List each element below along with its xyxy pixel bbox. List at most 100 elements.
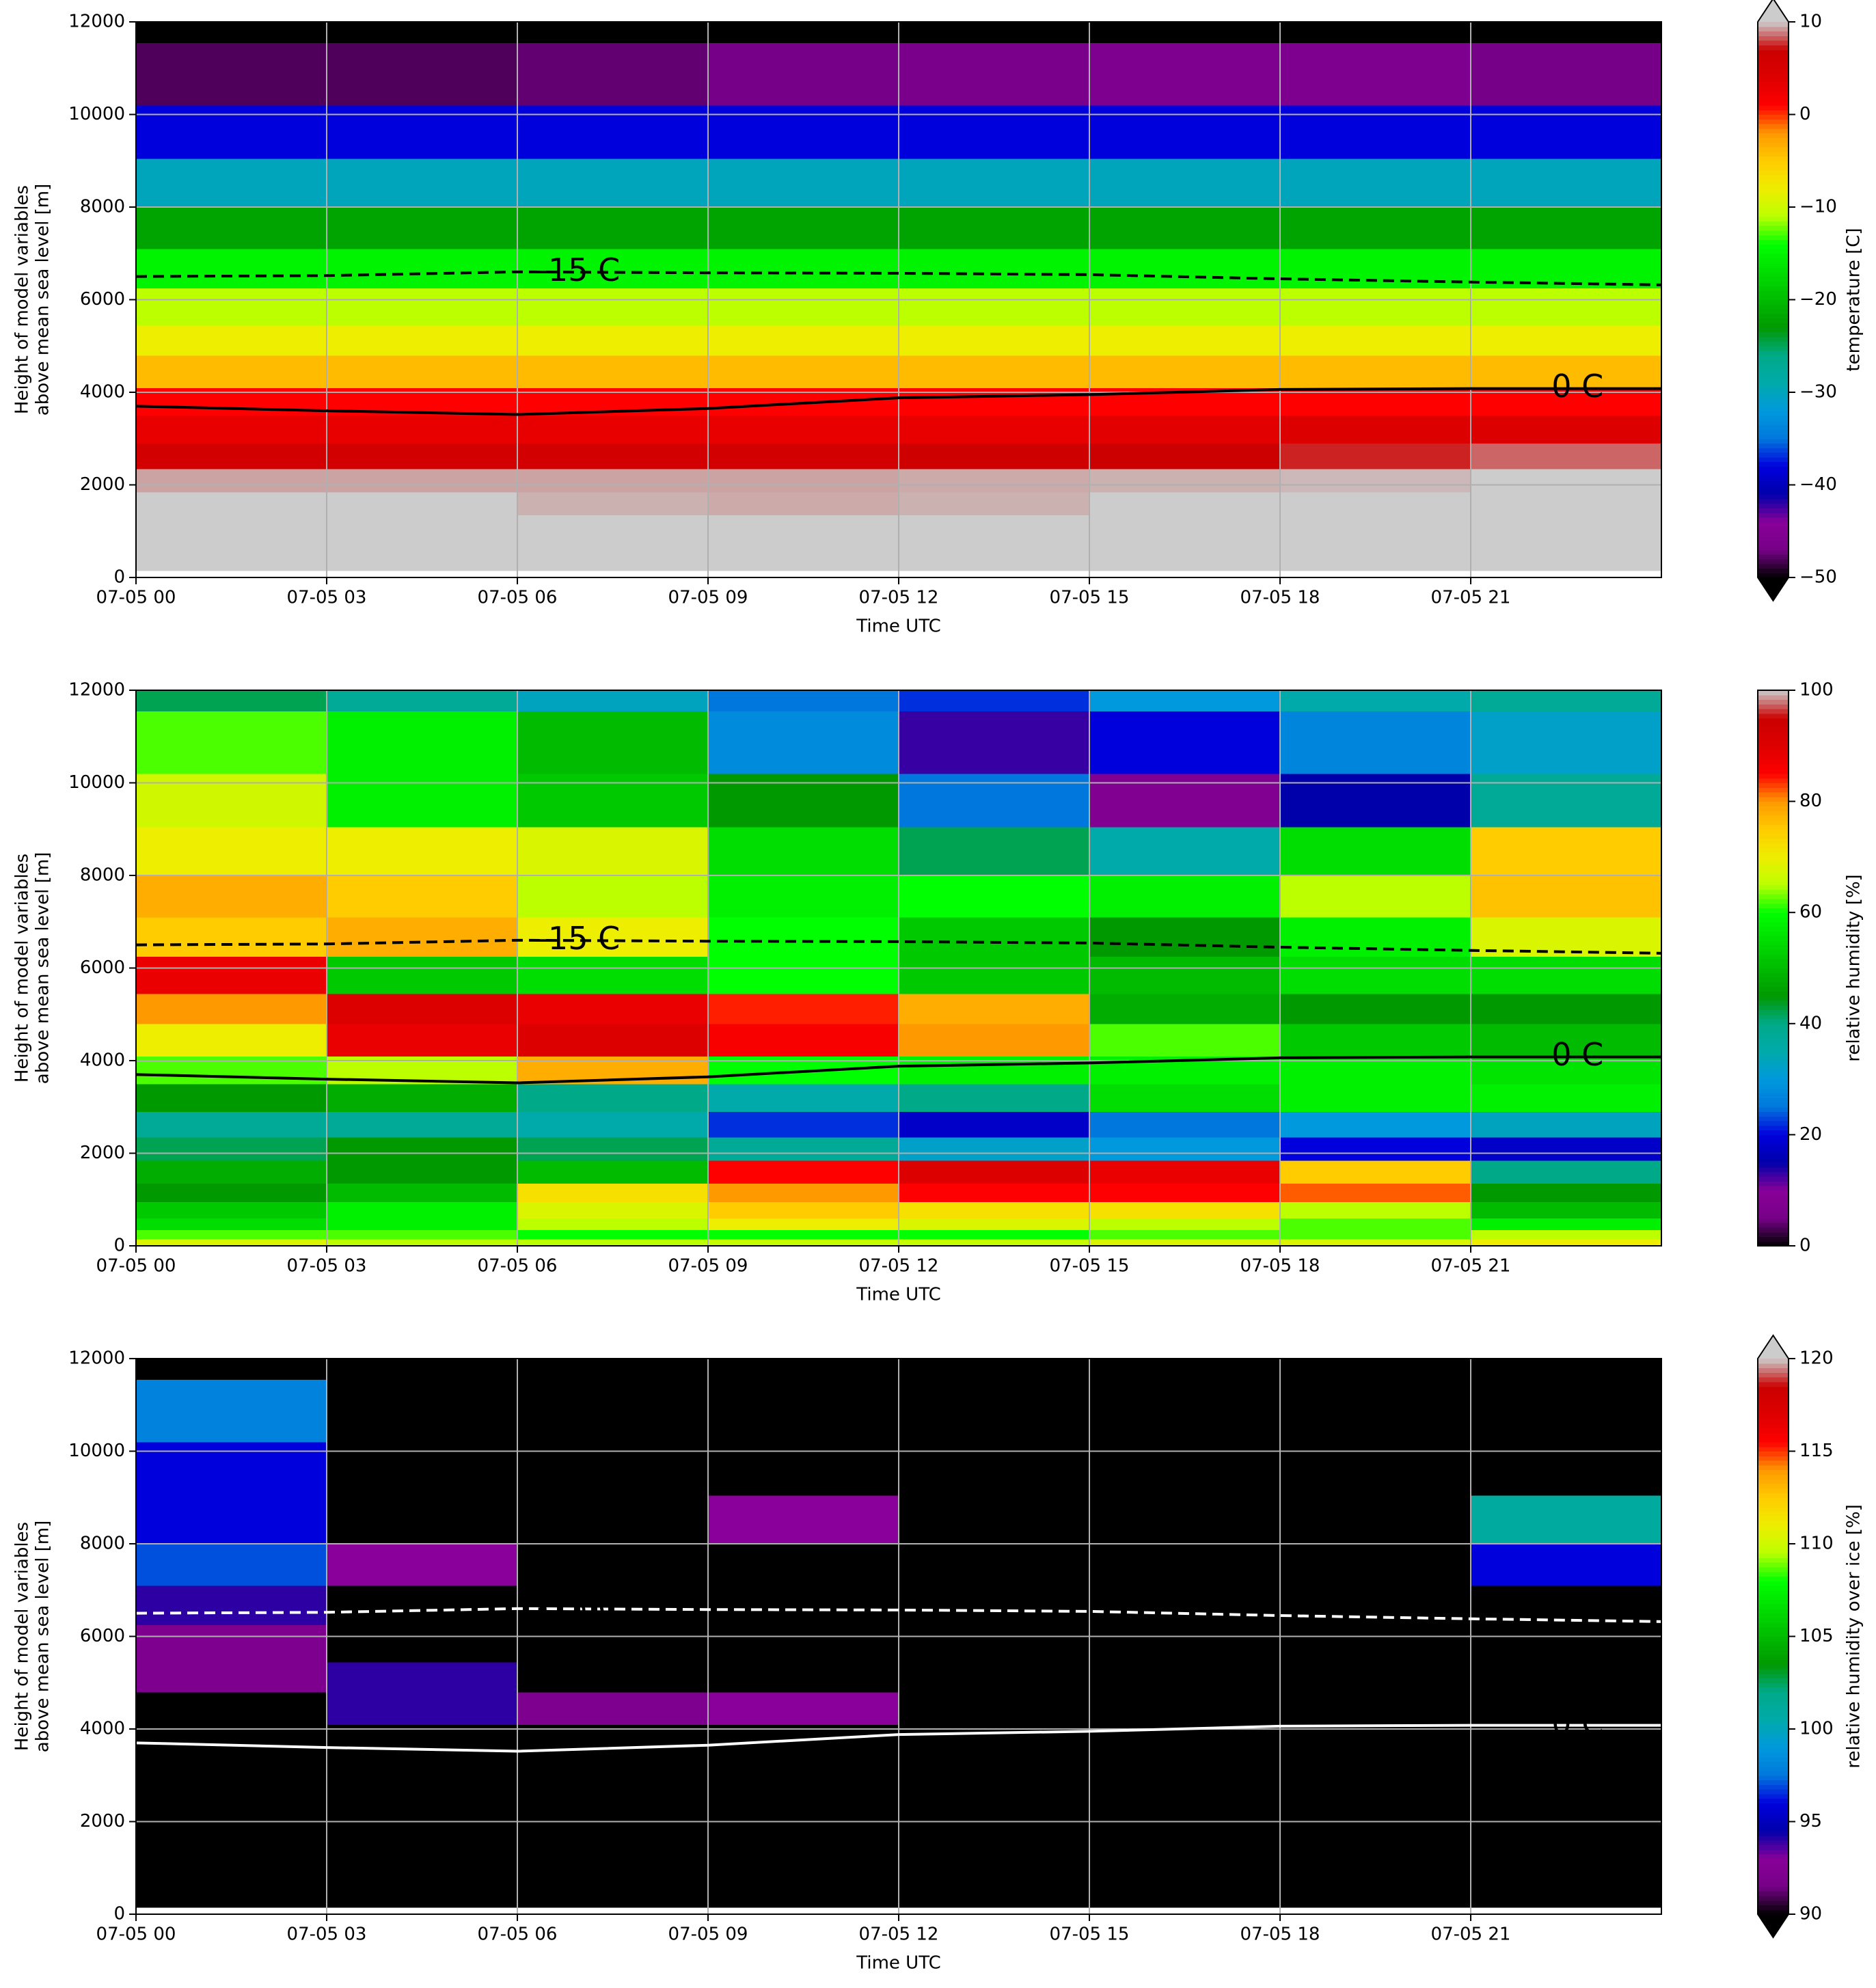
heatmap-cell <box>1280 515 1471 534</box>
heatmap-cell <box>327 1495 518 1544</box>
colorbar-step <box>1758 1724 1789 1730</box>
colorbar-step <box>1758 787 1789 793</box>
colorbar-step <box>1758 387 1789 393</box>
colorbar-step <box>1758 1581 1789 1586</box>
x-tick-label: 07-05 06 <box>478 1256 558 1277</box>
heatmap-cell <box>708 1544 899 1586</box>
heatmap-cell <box>136 1201 327 1218</box>
colorbar-step <box>1758 281 1789 286</box>
heatmap-cell <box>327 288 518 326</box>
colorbar-step <box>1758 234 1789 241</box>
heatmap-cell <box>1089 711 1281 774</box>
contour-line <box>135 1607 1662 1623</box>
colorbar-step <box>1758 921 1789 927</box>
heatmap-cell <box>327 22 518 44</box>
colorbar-step <box>1758 1506 1789 1512</box>
colorbar-step <box>1758 1474 1789 1480</box>
colorbar-step <box>1758 1125 1789 1131</box>
y-tick-label: 4000 <box>80 382 125 403</box>
colorbar-step <box>1758 1733 1789 1739</box>
colorbar-step <box>1758 411 1789 416</box>
heatmap-cell <box>1089 468 1281 493</box>
heatmap-cell <box>327 355 518 388</box>
colorbar-step <box>1758 1493 1789 1498</box>
colorbar-step <box>1758 151 1789 157</box>
heatmap-cell <box>1089 1111 1281 1138</box>
colorbar-step <box>1758 355 1789 361</box>
colorbar-step <box>1758 991 1789 996</box>
colorbar-step <box>1758 1664 1789 1670</box>
colorbar-step <box>1758 276 1789 282</box>
colorbar-step <box>1758 1046 1789 1052</box>
colorbar-step <box>1758 903 1789 909</box>
colorbar-step <box>1758 1761 1789 1767</box>
heatmap-cell <box>1089 22 1281 44</box>
heatmap-cell <box>327 42 518 106</box>
heatmap-cell <box>708 42 899 106</box>
heatmap-cell <box>899 1870 1090 1887</box>
heatmap-cell <box>1471 533 1662 550</box>
heatmap-cell <box>1280 355 1471 388</box>
colorbar-step <box>1758 1181 1789 1186</box>
heatmap-cell <box>1471 1023 1662 1057</box>
heatmap-cell <box>1089 1229 1281 1240</box>
x-tick-label: 07-05 03 <box>287 1256 367 1277</box>
heatmap-cell <box>517 1752 709 1781</box>
colorbar-step <box>1758 746 1789 751</box>
colorbar-step <box>1758 1853 1789 1860</box>
heatmap-cell <box>517 1160 709 1184</box>
heatmap-cell <box>899 491 1090 516</box>
heatmap-cell <box>327 1851 518 1871</box>
heatmap-cell <box>1280 1201 1471 1218</box>
colorbar-tick-label: 110 <box>1799 1534 1834 1554</box>
colorbar-step <box>1758 1093 1789 1098</box>
heatmap-cell <box>136 1585 327 1626</box>
colorbar-step <box>1758 378 1789 384</box>
heatmap-cell <box>1280 1661 1471 1693</box>
heatmap-cell <box>899 533 1090 550</box>
colorbar-step <box>1758 1502 1789 1508</box>
heatmap-cell <box>1089 1661 1281 1693</box>
colorbar-step <box>1758 926 1789 931</box>
heatmap-cell <box>517 1851 709 1871</box>
colorbar-step <box>1758 401 1789 407</box>
heatmap-cell <box>1471 1136 1662 1161</box>
heatmap-cell <box>1471 1691 1662 1725</box>
colorbar-step <box>1758 1631 1789 1637</box>
colorbar-step <box>1758 916 1789 923</box>
heatmap-cell <box>708 1136 899 1161</box>
heatmap-cell <box>708 1238 899 1247</box>
heatmap-cell <box>1471 415 1662 444</box>
heatmap-cell <box>899 1780 1090 1806</box>
heatmap-cell <box>899 1886 1090 1898</box>
x-tick-label: 07-05 06 <box>478 1924 558 1945</box>
heatmap-cell <box>1471 561 1662 571</box>
heatmap-cell <box>327 443 518 469</box>
heatmap-cell <box>1471 1780 1662 1806</box>
heatmap-cell <box>708 1624 899 1663</box>
heatmap-cell <box>136 1160 327 1184</box>
colorbar-tick-label: 80 <box>1799 791 1822 811</box>
colorbar-step <box>1758 1585 1789 1591</box>
heatmap-cell <box>1089 549 1281 562</box>
heatmap-cell <box>517 515 709 534</box>
colorbar-step <box>1758 31 1789 36</box>
colorbar-label: relative humidity [%] <box>1844 874 1864 1061</box>
heatmap-cell <box>136 1886 327 1898</box>
heatmap-cell <box>327 711 518 774</box>
heatmap-cell <box>136 1379 327 1443</box>
colorbar-step <box>1758 1116 1789 1121</box>
heatmap-cell <box>899 443 1090 469</box>
colorbar-step <box>1758 1599 1789 1605</box>
heatmap-cell <box>1280 288 1471 326</box>
colorbar-step <box>1758 1687 1789 1693</box>
heatmap-cell <box>1471 1183 1662 1203</box>
colorbar-step <box>1758 1432 1789 1438</box>
colorbar-step <box>1758 198 1789 203</box>
colorbar-step <box>1758 1738 1789 1743</box>
heatmap-cell <box>708 1851 899 1871</box>
colorbar-step <box>1758 109 1789 115</box>
heatmap-cell <box>517 1886 709 1898</box>
colorbar-step <box>1758 1395 1789 1401</box>
colorbar-step <box>1758 796 1789 802</box>
